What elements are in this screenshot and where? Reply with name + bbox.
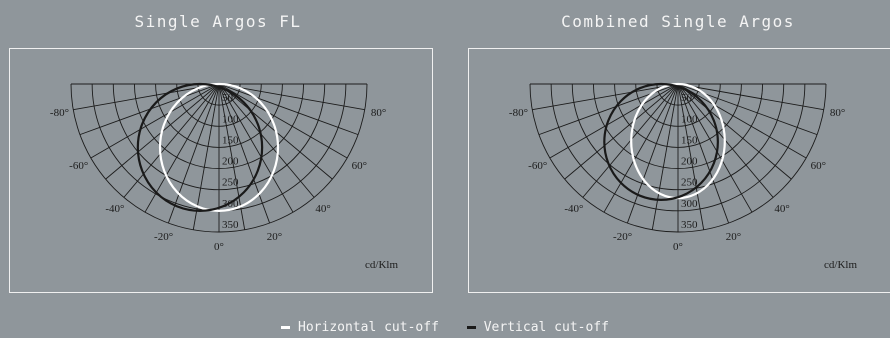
angle-label: 20°	[267, 231, 282, 243]
grid-spoke	[123, 83, 220, 198]
angle-label: 60°	[811, 160, 826, 172]
radial-tick-label: 200	[222, 156, 239, 168]
grid-spoke	[677, 83, 824, 111]
grid-spoke	[167, 83, 220, 224]
unit-label: cd/Klm	[824, 259, 857, 271]
radial-tick-label: 300	[222, 198, 239, 210]
legend-swatch-vertical	[466, 326, 476, 329]
grid-spoke	[677, 83, 792, 180]
legend-item-vertical: Vertical cut-off	[466, 320, 609, 335]
curve-vertical-cutoff	[603, 82, 719, 201]
grid-spoke	[651, 83, 679, 230]
legend-item-horizontal: Horizontal cut-off	[281, 320, 439, 335]
grid-spoke	[90, 83, 220, 159]
legend-swatch-horizontal	[281, 326, 291, 329]
grid-spoke	[218, 83, 246, 230]
legend: Horizontal cut-off Vertical cut-off	[0, 318, 890, 335]
chart-frame-right	[468, 48, 890, 293]
chart-frame-left	[9, 48, 433, 293]
angle-label: -60°	[528, 160, 547, 172]
angle-label: 0°	[214, 241, 224, 253]
radial-tick-label: 150	[681, 134, 698, 146]
angle-label: 20°	[726, 231, 741, 243]
radial-tick-label: 100	[681, 113, 698, 125]
angle-label: 0°	[673, 241, 683, 253]
grid-spoke	[144, 83, 220, 213]
angle-label: 60°	[352, 160, 367, 172]
angle-label: -80°	[509, 107, 528, 119]
grid-spoke	[218, 83, 294, 213]
grid-spoke	[677, 83, 705, 230]
radial-tick-label: 250	[681, 177, 698, 189]
grid-spoke	[218, 83, 315, 198]
grid-spoke	[218, 83, 359, 136]
legend-label-vertical: Vertical cut-off	[483, 320, 609, 335]
grid-spoke	[626, 83, 679, 224]
angle-label: -40°	[564, 203, 583, 215]
angle-label: 80°	[371, 107, 386, 119]
chart-title-left: Single Argos FL	[134, 12, 302, 31]
unit-label: cd/Klm	[365, 259, 398, 271]
chart-title-right: Combined Single Argos	[561, 12, 795, 31]
radial-tick-label: 200	[681, 156, 698, 168]
radial-tick-label: 350	[222, 219, 239, 231]
radial-tick-label: 300	[681, 198, 698, 210]
polar-chart-left: 50 100 150 200 250 300 350 -80° -60° -40° -20° 0° 20…	[50, 82, 398, 271]
grid-spoke	[603, 83, 679, 213]
radial-tick-label: 350	[681, 219, 698, 231]
angle-label: -80°	[50, 107, 69, 119]
radial-tick-label: 50	[681, 92, 693, 104]
angle-label: 40°	[315, 203, 330, 215]
polar-chart-right: 50 100 150 200 250 300 350 -80° -60° -40° -20° 0° 20…	[509, 82, 857, 271]
angle-label: 40°	[774, 203, 789, 215]
grid-spoke	[677, 83, 807, 159]
curve-vertical-cutoff	[136, 82, 264, 212]
grid-spoke	[677, 83, 730, 224]
radial-tick-label: 100	[222, 113, 239, 125]
angle-label: -40°	[105, 203, 124, 215]
grid-spoke	[564, 83, 679, 180]
radial-tick-label: 250	[222, 177, 239, 189]
grid-spoke	[218, 83, 348, 159]
angle-label: -20°	[154, 231, 173, 243]
radial-tick-label: 150	[222, 134, 239, 146]
angle-label: -20°	[613, 231, 632, 243]
curve-horizontal-cutoff	[158, 82, 280, 212]
grid-spoke	[192, 83, 220, 230]
legend-label-horizontal: Horizontal cut-off	[298, 320, 439, 335]
grid-spoke	[218, 83, 271, 224]
angle-label: 80°	[830, 107, 845, 119]
angle-label: -60°	[69, 160, 88, 172]
grid-spoke	[549, 83, 679, 159]
radial-tick-label: 50	[222, 92, 234, 104]
grid-spoke	[677, 83, 753, 213]
grid-spoke	[532, 83, 679, 111]
